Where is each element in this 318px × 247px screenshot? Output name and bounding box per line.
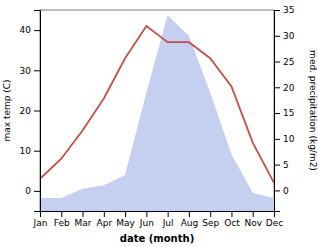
tick-label: 20 [283,83,295,93]
tick: Jun [139,211,154,228]
chart: Jan Feb Mar AprMay Jun Jul AugSep Oct Nov Dec 0 10 2… [0,0,318,247]
tick-mark [34,111,40,112]
tick-label: 10 [283,134,295,144]
axis-line [41,212,275,218]
tick: Nov [244,211,262,228]
tick-label: 0 [283,186,289,196]
tick-label: 30 [283,31,295,41]
tick-label: Feb [54,218,70,228]
precipitation-area [40,15,274,211]
axis-line [34,11,41,212]
tick-mark [34,151,40,152]
tick: 25 [274,57,294,67]
tick: Mar [75,211,92,228]
y-axis: 0 10 20 30 40 [20,11,41,212]
tick-mark [274,10,280,11]
tick-label: May [116,218,135,228]
axis-line [275,11,281,212]
tick-mark [274,190,280,191]
tick: 35 [274,5,294,15]
x-axis: Jan Feb Mar AprMay Jun Jul AugSep Oct Nov Dec [33,211,284,228]
tick-label: 5 [283,160,289,170]
tick: 40 [20,25,40,35]
tick-label: Sep [202,218,219,228]
tick-label: Aug [181,218,199,228]
tick-mark [274,62,280,63]
tick-mark [104,211,105,217]
tick-label: 35 [283,5,294,15]
marks [40,15,274,211]
tick-mark [253,211,254,217]
tick: Jul [162,211,174,228]
tick-label: 0 [25,186,31,196]
y-axis-title: max temp (C) [2,79,12,141]
tick: Dec [266,211,283,228]
tick-label: Jul [162,218,174,228]
tick: Aug [181,211,199,228]
tick: Feb [54,211,70,228]
tick-label: Oct [224,218,240,228]
tick: 30 [20,66,40,76]
tick-label: Jan [33,218,48,228]
plot-area: Jan Feb Mar AprMay Jun Jul AugSep Oct Nov Dec 0 10 2… [20,5,295,228]
tick-mark [34,30,40,31]
tick-mark [61,211,62,217]
tick-label: 15 [283,108,294,118]
y2-axis: 0 5 10 15 20 25 30 35 [274,5,295,211]
tick-mark [146,211,147,217]
tick: 15 [274,108,294,118]
tick: 0 [274,186,289,196]
tick-mark [34,191,40,192]
tick: Sep [202,211,219,228]
tick-mark [274,36,280,37]
y2-axis-title: med. precipitation (kg/m2) [308,50,318,171]
tick: Jan [33,211,48,228]
tick: May [116,211,135,228]
tick: 5 [274,160,289,170]
tick-label: 20 [20,106,32,116]
tick-label: 30 [20,66,32,76]
tick-mark [274,139,280,140]
tick: 20 [274,83,295,93]
tick-mark [34,70,40,71]
tick: 0 [25,186,40,196]
tick-mark [274,87,280,88]
tick-mark [189,211,190,217]
tick-mark [125,211,126,217]
temperature-line [40,26,274,183]
tick-label: Mar [75,218,92,228]
tick: Oct [224,211,240,228]
tick: 20 [20,106,40,116]
tick-mark [83,211,84,217]
tick: Apr [97,211,113,228]
tick-label: Jun [139,218,154,228]
tick-label: Dec [266,218,283,228]
x-axis-title: date (month) [120,233,194,244]
tick-mark [210,211,211,217]
tick-mark [168,211,169,217]
tick: 10 [20,146,40,156]
tick-label: Nov [244,218,262,228]
plot-frame [40,10,274,211]
tick-mark [274,165,280,166]
tick-label: Apr [97,218,113,228]
tick-label: 10 [20,146,32,156]
tick-mark [231,211,232,217]
tick-mark [274,113,280,114]
tick: 10 [274,134,295,144]
tick-label: 25 [283,57,294,67]
tick-label: 40 [20,25,32,35]
tick: 30 [274,31,295,41]
